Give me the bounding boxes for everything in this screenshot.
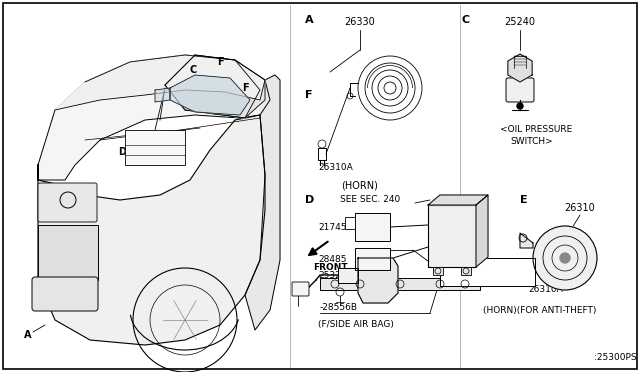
Polygon shape <box>55 55 265 110</box>
Text: 25240: 25240 <box>504 17 536 27</box>
Text: 26330: 26330 <box>344 17 376 27</box>
Text: C: C <box>189 65 196 75</box>
Text: A: A <box>305 15 314 25</box>
Bar <box>320 278 480 290</box>
Text: 21745P: 21745P <box>318 222 352 231</box>
Polygon shape <box>358 258 398 303</box>
Text: 25323A: 25323A <box>318 270 353 279</box>
Polygon shape <box>476 195 488 267</box>
Text: SWITCH>: SWITCH> <box>510 137 553 145</box>
Polygon shape <box>245 75 280 330</box>
Polygon shape <box>338 268 358 283</box>
FancyBboxPatch shape <box>38 183 97 222</box>
Polygon shape <box>428 195 488 205</box>
Polygon shape <box>170 75 250 115</box>
Text: FRONT: FRONT <box>313 263 348 273</box>
Text: (HORN)(FOR ANTI-THEFT): (HORN)(FOR ANTI-THEFT) <box>483 305 596 314</box>
Text: 26310A: 26310A <box>318 164 353 173</box>
Text: 98831(LH): 98831(LH) <box>445 275 493 283</box>
Bar <box>433 267 443 275</box>
Circle shape <box>533 226 597 290</box>
Text: :25300PS: :25300PS <box>594 353 636 362</box>
Text: A: A <box>24 330 32 340</box>
Circle shape <box>517 103 523 109</box>
Polygon shape <box>165 55 265 118</box>
Text: E: E <box>141 142 148 152</box>
Bar <box>461 267 471 275</box>
Text: F: F <box>305 90 312 100</box>
Polygon shape <box>38 55 270 180</box>
FancyBboxPatch shape <box>292 282 309 296</box>
Text: 98830(RH): 98830(RH) <box>445 263 493 272</box>
Text: 26310: 26310 <box>564 203 595 213</box>
Text: 28485: 28485 <box>318 254 346 263</box>
Bar <box>38 225 98 280</box>
Bar <box>345 217 355 229</box>
Text: -28556B: -28556B <box>442 247 480 257</box>
Polygon shape <box>508 54 532 82</box>
Text: E: E <box>520 195 527 205</box>
Text: 26310A: 26310A <box>528 285 563 295</box>
Text: C: C <box>462 15 470 25</box>
Polygon shape <box>38 115 265 345</box>
Text: (HORN): (HORN) <box>342 180 378 190</box>
Text: F: F <box>242 83 248 93</box>
Bar <box>428 205 476 267</box>
Bar <box>355 213 390 241</box>
Text: SEE SEC. 240: SEE SEC. 240 <box>340 196 400 205</box>
FancyBboxPatch shape <box>506 78 534 102</box>
Bar <box>440 258 535 286</box>
Text: <OIL PRESSURE: <OIL PRESSURE <box>500 125 572 135</box>
Text: D: D <box>305 195 314 205</box>
Polygon shape <box>155 88 170 102</box>
Bar <box>355 248 390 270</box>
FancyBboxPatch shape <box>32 277 98 311</box>
Bar <box>125 130 185 165</box>
Text: D: D <box>118 147 126 157</box>
Text: F: F <box>217 57 223 67</box>
Text: (F/SIDE AIR BAG): (F/SIDE AIR BAG) <box>318 321 394 330</box>
Polygon shape <box>520 233 533 248</box>
Text: -28556B: -28556B <box>320 304 358 312</box>
Circle shape <box>560 253 570 263</box>
Polygon shape <box>165 55 260 118</box>
